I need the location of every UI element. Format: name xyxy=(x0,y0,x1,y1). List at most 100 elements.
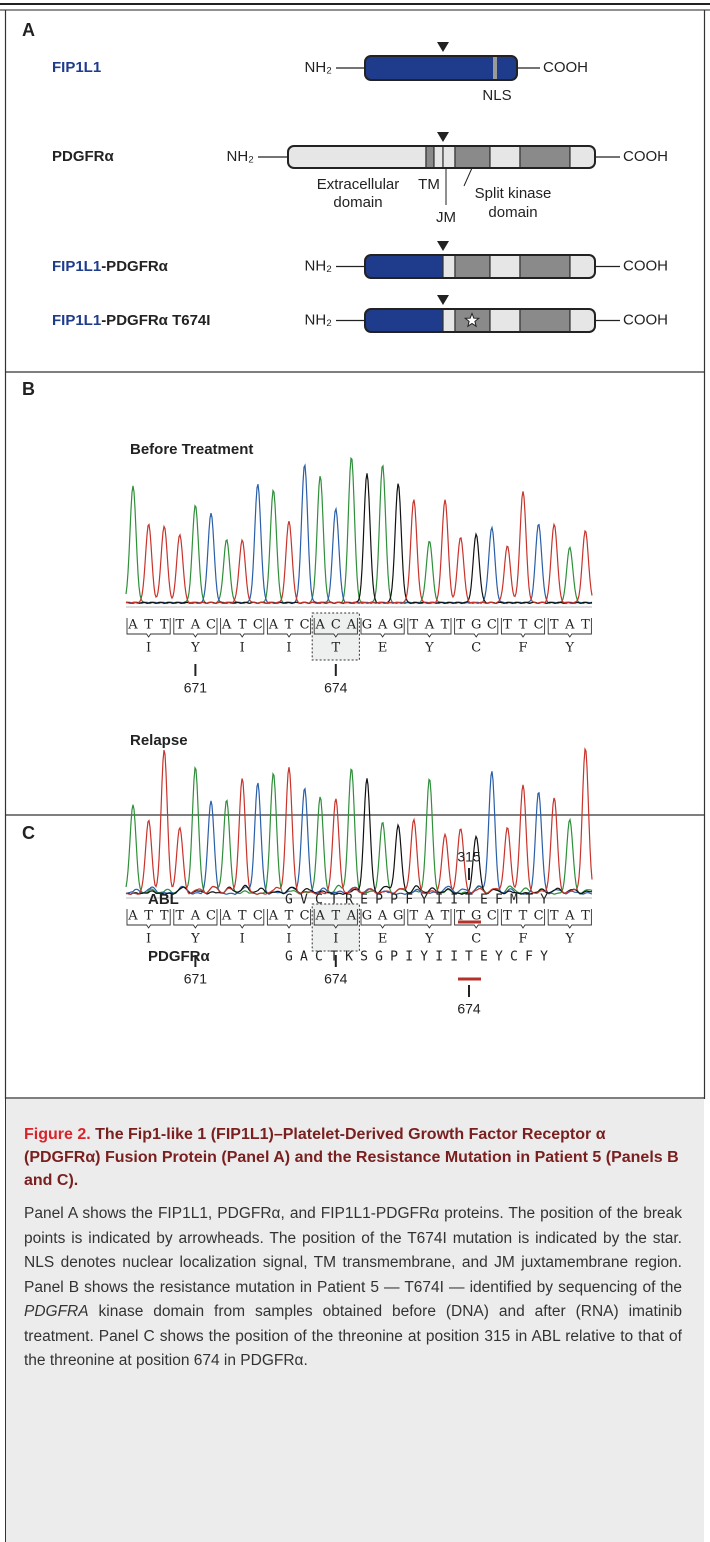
chromatogram-trace xyxy=(126,465,592,603)
nucleotide: T xyxy=(519,618,528,633)
cooh-label: COOH xyxy=(623,311,668,328)
amino-acid: Y xyxy=(190,641,200,656)
nucleotide: T xyxy=(238,909,247,924)
nucleotide: T xyxy=(441,618,450,633)
amino-acid: C xyxy=(471,641,481,656)
break-point-arrowhead xyxy=(437,295,449,305)
nucleotide: A xyxy=(377,909,388,924)
nucleotide: A xyxy=(268,909,279,924)
domain-segment xyxy=(490,255,520,278)
nucleotide: T xyxy=(581,909,590,924)
protein-label-part: FIP1L1 xyxy=(52,258,101,275)
protein-label-part: PDGFRα xyxy=(52,148,115,165)
protein-label: PDGFRα xyxy=(52,148,115,165)
sequence-mutant: T xyxy=(465,893,480,908)
caption-gene: PDGFRA xyxy=(24,1303,89,1320)
caption-text: Panel A shows the FIP1L1, PDGFRα, and FI… xyxy=(24,1205,682,1296)
domain-segment xyxy=(570,146,595,168)
nucleotide: G xyxy=(393,909,403,924)
nucleotide: A xyxy=(564,618,575,633)
nucleotide: T xyxy=(409,909,418,924)
nucleotide: G xyxy=(362,909,372,924)
nucleotide: T xyxy=(285,909,294,924)
domain-label: domain xyxy=(488,204,537,221)
nh2-label: NH₂ xyxy=(227,148,255,165)
protein-label-part: FIP1L1 xyxy=(52,312,101,329)
nucleotide: C xyxy=(534,618,544,633)
amino-acid: F xyxy=(518,932,527,947)
domain-segment xyxy=(365,255,443,278)
amino-acid: T xyxy=(331,641,340,656)
sample-title: Before Treatment xyxy=(130,441,253,458)
sample-title: Relapse xyxy=(130,732,188,749)
sequence: GACTKSGPIYII xyxy=(285,950,465,965)
nh2-label: NH₂ xyxy=(305,257,333,274)
amino-acid: I xyxy=(333,932,338,947)
domain-segment xyxy=(520,255,570,278)
nucleotide: T xyxy=(160,909,169,924)
nucleotide: T xyxy=(160,618,169,633)
nls-segment xyxy=(493,57,497,79)
nh2-label: NH₂ xyxy=(305,59,333,76)
domain-segment xyxy=(426,146,434,168)
amino-acid: C xyxy=(471,932,481,947)
amino-acid: Y xyxy=(565,932,575,947)
caption-heading: The Fip1-like 1 (FIP1L1)–Platelet-Derive… xyxy=(24,1126,679,1189)
amino-acid: I xyxy=(240,641,245,656)
protein-label: FIP1L1-PDGFRα xyxy=(52,258,169,275)
nucleotide: G xyxy=(362,618,372,633)
nucleotide: T xyxy=(550,618,559,633)
nucleotide: G xyxy=(393,618,403,633)
leader-line xyxy=(464,168,472,186)
nucleotide: T xyxy=(519,909,528,924)
sequence: EYCFY xyxy=(480,950,555,965)
caption-text: kinase domain from samples obtained befo… xyxy=(24,1303,682,1369)
nucleotide: A xyxy=(127,909,138,924)
break-point-arrowhead xyxy=(437,42,449,52)
amino-acid: Y xyxy=(424,932,434,947)
protein-bar xyxy=(365,255,595,278)
nh2-label: NH₂ xyxy=(305,311,333,328)
domain-segment xyxy=(455,255,490,278)
break-point-arrowhead xyxy=(437,241,449,251)
cooh-label: COOH xyxy=(543,59,588,76)
panel-label: A xyxy=(22,20,35,40)
nucleotide: A xyxy=(315,618,326,633)
figure: A B C FIP1L1PDGFRαFIP1L1-PDGFRαFIP1L1-PD… xyxy=(0,0,710,1099)
domain-label: JM xyxy=(436,209,456,226)
domain-segment xyxy=(443,309,455,332)
sequence-mutant: T xyxy=(465,950,480,965)
protein-label-part: FIP1L1 xyxy=(52,59,101,76)
nucleotide: C xyxy=(487,909,497,924)
position-number: 671 xyxy=(184,971,208,987)
nucleotide: T xyxy=(175,909,184,924)
protein-label: FIP1L1 xyxy=(52,59,101,76)
position-number: 671 xyxy=(184,680,208,696)
nucleotide: A xyxy=(346,909,357,924)
cooh-label: COOH xyxy=(623,148,668,165)
nucleotide: T xyxy=(503,909,512,924)
panel-label: B xyxy=(22,379,35,399)
nucleotide: C xyxy=(206,618,216,633)
domain-segment xyxy=(288,146,426,168)
panel-label: C xyxy=(22,823,35,843)
amino-acid: I xyxy=(286,932,291,947)
amino-acid: Y xyxy=(190,932,200,947)
nucleotide: C xyxy=(300,618,310,633)
nucleotide: A xyxy=(190,618,201,633)
domain-label: Extracellular xyxy=(317,176,400,193)
nucleotide: T xyxy=(409,618,418,633)
chromatogram-trace xyxy=(126,458,592,603)
amino-acid: I xyxy=(146,641,151,656)
protein-name: PDGFRα xyxy=(148,948,211,965)
nucleotide: C xyxy=(253,909,263,924)
domain-segment xyxy=(570,255,595,278)
caption: Figure 2. The Fip1-like 1 (FIP1L1)–Plate… xyxy=(6,1099,704,1542)
domain-segment xyxy=(434,146,443,168)
protein-bar xyxy=(365,309,595,332)
nucleotide: C xyxy=(253,618,263,633)
caption-body: Panel A shows the FIP1L1, PDGFRα, and FI… xyxy=(24,1202,682,1374)
nucleotide: A xyxy=(127,618,138,633)
nucleotide: T xyxy=(331,909,340,924)
sequence: GVCTREPPFYII xyxy=(285,893,465,908)
